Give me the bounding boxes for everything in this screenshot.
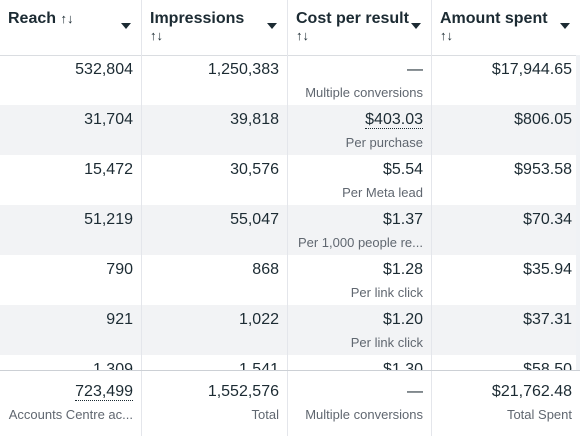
total-reach-value[interactable]: 723,499 bbox=[75, 383, 133, 401]
column-header-reach[interactable]: Reach ↑↓ bbox=[0, 0, 142, 55]
total-impressions-value: 1,552,576 bbox=[207, 383, 279, 400]
cost-per-result-cell: $5.54 Per Meta lead bbox=[288, 155, 432, 205]
cost-result-type: Per 1,000 people re... bbox=[297, 235, 423, 250]
table-row[interactable]: 790 868 $1.28 Per link click $35.94 bbox=[0, 255, 580, 305]
chevron-down-icon[interactable] bbox=[560, 23, 570, 29]
total-spent-label: Total Spent bbox=[506, 407, 572, 422]
amount-spent-cell: $58.50 bbox=[523, 361, 572, 370]
column-header-cost-per-result[interactable]: Cost per result ↑↓ bbox=[288, 0, 432, 55]
cost-result-type: Multiple conversions bbox=[305, 85, 423, 100]
reach-cell: 921 bbox=[0, 305, 142, 355]
amount-spent-cell: $806.05 bbox=[514, 111, 572, 128]
cost-per-result-cell: $1.30 bbox=[288, 355, 432, 370]
reach-cell: 790 bbox=[0, 255, 142, 305]
amount-spent-cell: $953.58 bbox=[514, 161, 572, 178]
table-row[interactable]: 532,804 1,250,383 — Multiple conversions… bbox=[0, 55, 580, 105]
reach-cell: 51,219 bbox=[0, 205, 142, 255]
column-header-label: Reach bbox=[8, 10, 57, 27]
sort-icon[interactable]: ↑↓ bbox=[440, 28, 453, 43]
amount-spent-cell: $37.31 bbox=[523, 311, 572, 328]
total-cost-label: Multiple conversions bbox=[305, 407, 423, 422]
column-header-label: Impressions bbox=[150, 10, 245, 27]
cost-per-result-cell: — Multiple conversions bbox=[288, 55, 432, 105]
chevron-down-icon[interactable] bbox=[411, 23, 421, 29]
column-header-impressions[interactable]: Impressions ↑↓ bbox=[142, 0, 288, 55]
column-header-label: Cost per result bbox=[296, 10, 409, 27]
table-row[interactable]: 31,704 39,818 $403.03 Per purchase $806.… bbox=[0, 105, 580, 155]
impressions-cell: 30,576 bbox=[142, 155, 288, 205]
cost-per-result-cell: $1.20 Per link click bbox=[288, 305, 432, 355]
reach-cell: 15,472 bbox=[0, 155, 142, 205]
sort-icon[interactable]: ↑↓ bbox=[60, 11, 74, 26]
impressions-cell: 868 bbox=[142, 255, 288, 305]
cost-value: — bbox=[407, 61, 423, 78]
table-row[interactable]: 1,309 1,541 $1.30 $58.50 bbox=[0, 355, 580, 370]
table-footer-totals: 723,499 Accounts Centre ac... 1,552,576 … bbox=[0, 370, 580, 436]
impressions-cell: 1,541 bbox=[142, 355, 288, 370]
cost-value: $1.28 bbox=[382, 261, 423, 278]
table-row[interactable]: 15,472 30,576 $5.54 Per Meta lead $953.5… bbox=[0, 155, 580, 205]
impressions-cell: 55,047 bbox=[142, 205, 288, 255]
total-reach-label: Accounts Centre ac... bbox=[8, 407, 133, 422]
cost-value: $5.54 bbox=[382, 161, 423, 178]
impressions-cell: 39,818 bbox=[142, 105, 288, 155]
cost-value: $1.30 bbox=[382, 361, 423, 370]
table-row[interactable]: 51,219 55,047 $1.37 Per 1,000 people re.… bbox=[0, 205, 580, 255]
cost-per-result-cell: $1.37 Per 1,000 people re... bbox=[288, 205, 432, 255]
cost-result-type: Per Meta lead bbox=[342, 185, 423, 200]
chevron-down-icon[interactable] bbox=[121, 23, 131, 29]
total-reach-cell: 723,499 Accounts Centre ac... bbox=[0, 371, 142, 436]
impressions-cell: 1,022 bbox=[142, 305, 288, 355]
sort-icon[interactable]: ↑↓ bbox=[150, 28, 163, 43]
cost-value[interactable]: $403.03 bbox=[365, 111, 423, 129]
cost-value: $1.20 bbox=[382, 311, 423, 328]
impressions-cell: 1,250,383 bbox=[142, 55, 288, 105]
vertical-scrollbar[interactable] bbox=[576, 55, 580, 370]
column-header-amount-spent[interactable]: Amount spent ↑↓ bbox=[432, 0, 580, 55]
reach-cell: 1,309 bbox=[0, 355, 142, 370]
cost-per-result-cell: $1.28 Per link click bbox=[288, 255, 432, 305]
table-body[interactable]: 532,804 1,250,383 — Multiple conversions… bbox=[0, 55, 580, 370]
cost-result-type: Per link click bbox=[350, 335, 423, 350]
amount-spent-cell: $35.94 bbox=[523, 261, 572, 278]
cost-value: $1.37 bbox=[382, 211, 423, 228]
total-impressions-label: Total bbox=[251, 407, 279, 422]
total-cost-value: — bbox=[407, 383, 423, 400]
table-row[interactable]: 921 1,022 $1.20 Per link click $37.31 bbox=[0, 305, 580, 355]
column-header-label: Amount spent bbox=[440, 10, 548, 27]
total-impressions-cell: 1,552,576 Total bbox=[142, 371, 288, 436]
cost-result-type: Per link click bbox=[350, 285, 423, 300]
total-spent-cell: $21,762.48 Total Spent bbox=[432, 371, 580, 436]
chevron-down-icon[interactable] bbox=[267, 23, 277, 29]
cost-per-result-cell: $403.03 Per purchase bbox=[288, 105, 432, 155]
reach-cell: 532,804 bbox=[0, 55, 142, 105]
table-header: Reach ↑↓ Impressions ↑↓ Cost per result … bbox=[0, 0, 580, 56]
sort-icon[interactable]: ↑↓ bbox=[296, 28, 309, 43]
reach-cell: 31,704 bbox=[0, 105, 142, 155]
amount-spent-cell: $70.34 bbox=[523, 211, 572, 228]
total-cost-cell: — Multiple conversions bbox=[288, 371, 432, 436]
total-spent-value: $21,762.48 bbox=[491, 383, 572, 400]
amount-spent-cell: $17,944.65 bbox=[491, 61, 572, 78]
cost-result-type: Per purchase bbox=[345, 135, 423, 150]
